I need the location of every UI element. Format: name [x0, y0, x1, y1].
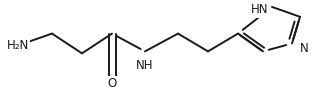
Text: H₂N: H₂N	[7, 39, 29, 52]
Text: NH: NH	[136, 59, 154, 72]
Text: N: N	[300, 42, 308, 55]
Text: O: O	[108, 77, 117, 90]
Text: HN: HN	[251, 3, 269, 16]
